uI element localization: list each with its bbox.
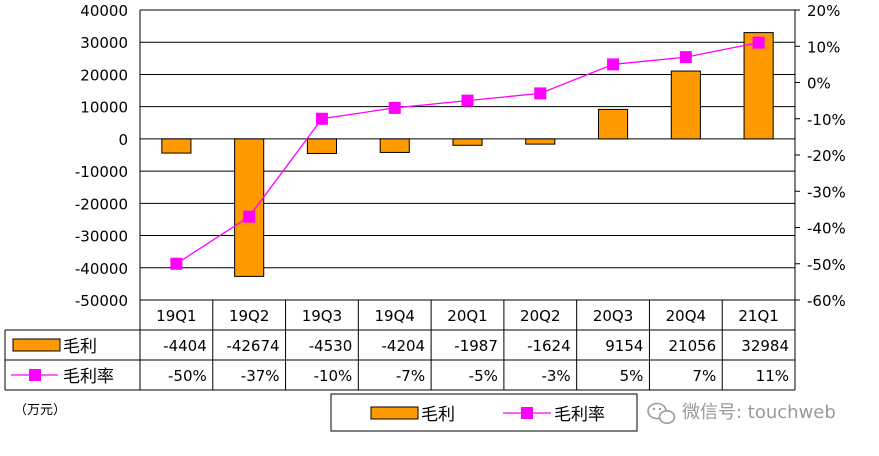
bar-series xyxy=(161,32,774,277)
bar xyxy=(161,138,192,154)
table-cell: 11% xyxy=(756,367,789,385)
y-left-tick-label: -40000 xyxy=(75,260,128,278)
table-cell: 21056 xyxy=(669,337,717,355)
table-cell: -7% xyxy=(396,367,425,385)
line-marker xyxy=(388,101,401,114)
table-cell: -4204 xyxy=(382,337,426,355)
unit-label: （万元） xyxy=(14,403,66,418)
y-right-tick-label: -30% xyxy=(807,183,846,201)
x-tick-label: 19Q3 xyxy=(302,307,342,325)
bar xyxy=(743,32,774,140)
line-marker xyxy=(170,257,183,270)
y-left-tick-label: -20000 xyxy=(75,195,128,213)
y-left-tick-label: -10000 xyxy=(75,163,128,181)
table-cell: -10% xyxy=(314,367,353,385)
row-header: 毛利 xyxy=(63,337,97,357)
table-cell: -4404 xyxy=(163,337,207,355)
bar xyxy=(670,70,701,140)
row-key-marker xyxy=(29,369,41,381)
y-left-tick-label: -30000 xyxy=(75,228,128,246)
x-tick-label: 20Q2 xyxy=(520,307,560,325)
y-left-tick-label: 40000 xyxy=(80,2,128,20)
data-table: 19Q1 19Q2 19Q3 19Q4 20Q1 20Q2 20Q3 20Q4 21Q1 -440… xyxy=(4,299,796,391)
bar xyxy=(525,138,556,145)
y-right-tick-label: 20% xyxy=(807,2,840,20)
bar xyxy=(598,108,629,140)
table-cell: -50% xyxy=(168,367,207,385)
y-right-tick-label: -20% xyxy=(807,147,846,165)
x-tick-label: 20Q4 xyxy=(666,307,706,325)
x-tick-label: 21Q1 xyxy=(738,307,778,325)
table-cell: -37% xyxy=(241,367,280,385)
legend-label: 毛利 xyxy=(421,405,455,425)
row-header: 毛利率 xyxy=(63,367,114,387)
axes: 40000 30000 20000 10000 0 -10000 -20000 -30000 -… xyxy=(75,2,846,310)
table-cell: -5% xyxy=(469,367,498,385)
y-right-tick-label: -10% xyxy=(807,111,846,129)
x-tick-label: 20Q3 xyxy=(593,307,633,325)
line-marker xyxy=(679,51,692,64)
y-left-tick-label: 0 xyxy=(118,131,128,149)
y-right-tick-label: 10% xyxy=(807,38,840,56)
legend-swatch-marker xyxy=(521,407,533,419)
bar xyxy=(234,138,265,277)
table-cell: 32984 xyxy=(741,337,789,355)
y-right-tick-label: -40% xyxy=(807,220,846,238)
wechat-icon xyxy=(647,402,676,424)
line-marker xyxy=(534,87,547,100)
line-marker xyxy=(752,36,765,49)
bar xyxy=(379,138,410,153)
legend-label: 毛利率 xyxy=(554,405,605,425)
x-tick-label: 19Q4 xyxy=(375,307,415,325)
line-marker xyxy=(607,58,620,71)
table-cell: -42674 xyxy=(226,337,279,355)
y-left-tick-label: 20000 xyxy=(80,66,128,84)
y-left-tick-label: 30000 xyxy=(80,34,128,52)
legend: 毛利 毛利率 xyxy=(330,393,638,432)
table-cell: 9154 xyxy=(605,337,643,355)
bar xyxy=(306,138,337,154)
table-cell: -1987 xyxy=(454,337,498,355)
y-left-tick-label: 10000 xyxy=(80,99,128,117)
x-tick-label: 20Q1 xyxy=(447,307,487,325)
line-marker xyxy=(315,112,328,125)
legend-swatch-bar xyxy=(370,406,419,420)
line-series xyxy=(170,36,765,270)
line-marker xyxy=(461,94,474,107)
y-right-tick-label: -60% xyxy=(807,292,846,310)
line-marker xyxy=(243,210,256,223)
x-tick-label: 19Q1 xyxy=(156,307,196,325)
table-cell: 5% xyxy=(620,367,644,385)
table-cell: -4530 xyxy=(309,337,353,355)
table-cell: -1624 xyxy=(527,337,571,355)
table-cell: -3% xyxy=(541,367,570,385)
row-key-bar xyxy=(12,338,61,352)
table-cell: 7% xyxy=(692,367,716,385)
watermark-text: 微信号: touchweb xyxy=(682,402,836,423)
bar xyxy=(452,138,483,146)
y-left-tick-label: -50000 xyxy=(75,292,128,310)
y-right-tick-label: 0% xyxy=(807,75,831,93)
y-right-tick-label: -50% xyxy=(807,256,846,274)
x-tick-label: 19Q2 xyxy=(229,307,269,325)
watermark: 微信号: touchweb xyxy=(647,402,836,424)
